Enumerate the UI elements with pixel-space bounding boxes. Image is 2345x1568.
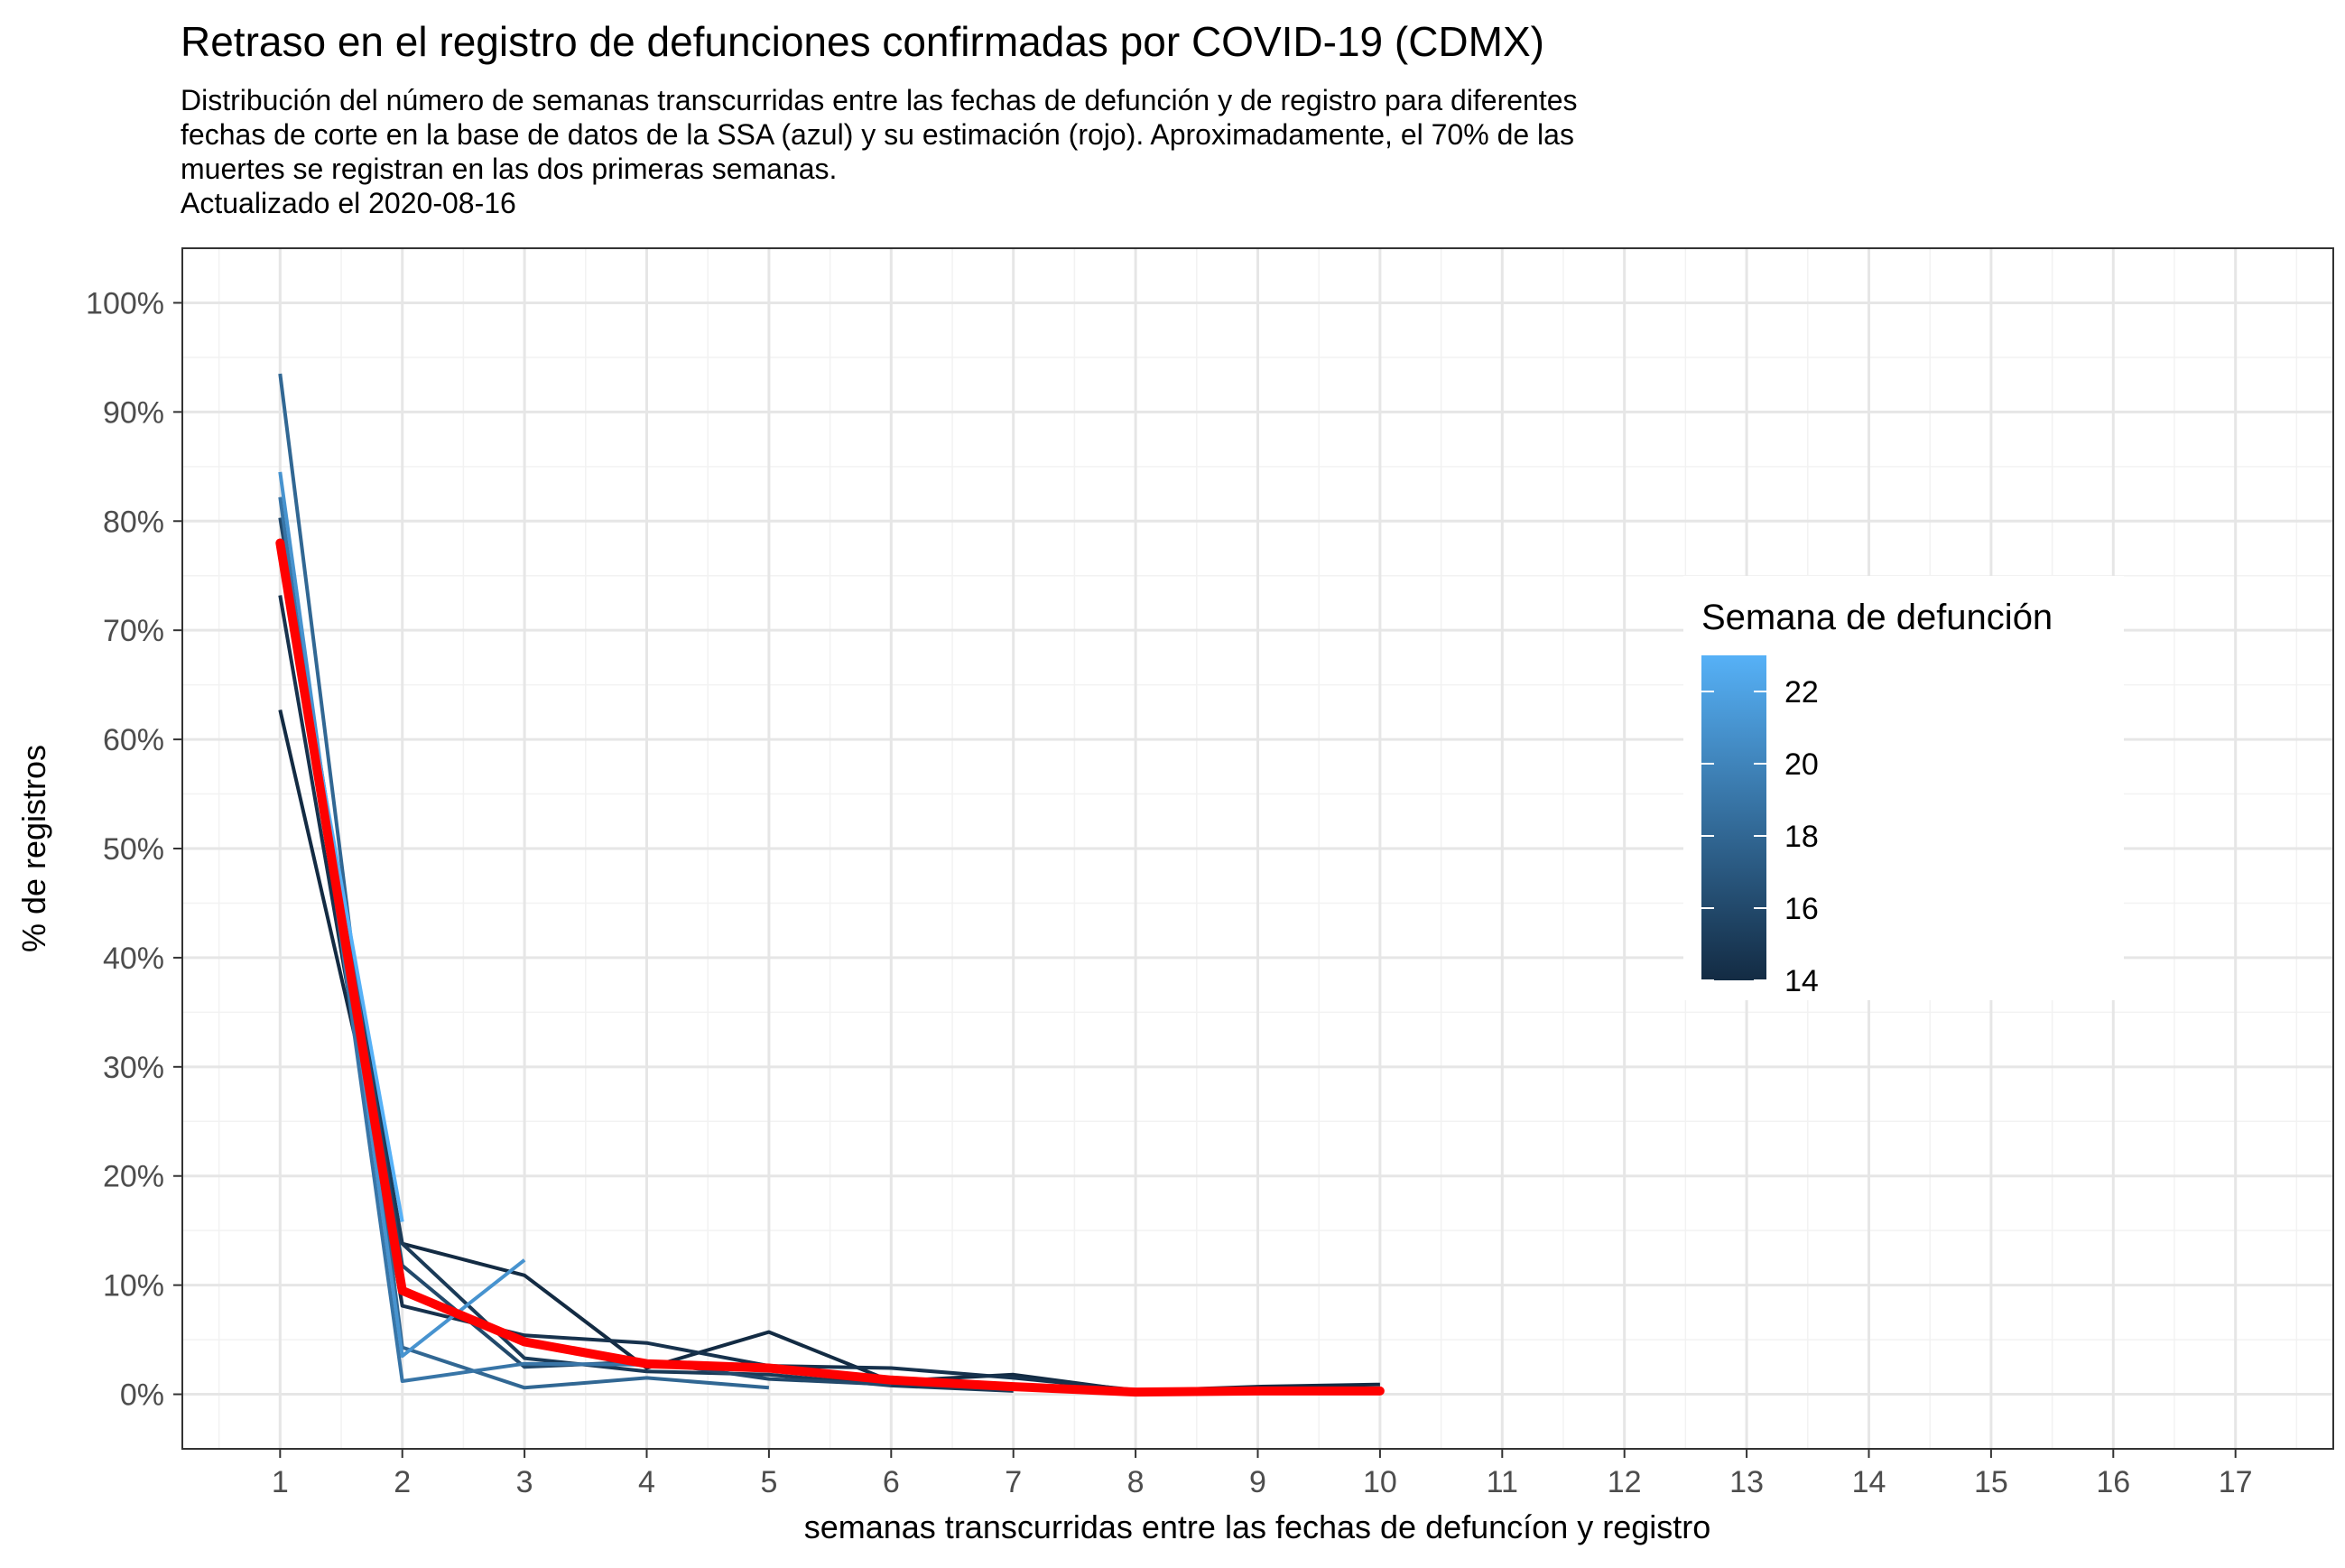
chart-subtitle-line-1: Distribución del número de semanas trans… — [181, 84, 1578, 116]
x-tick-label: 12 — [1608, 1465, 1642, 1499]
y-axis-title: % de registros — [15, 745, 52, 952]
chart-subtitle-line-3: muertes se registran en las dos primeras… — [181, 153, 837, 185]
x-tick-label: 3 — [516, 1465, 533, 1499]
x-tick-label: 4 — [638, 1465, 655, 1499]
x-axis-title: semanas transcurridas entre las fechas d… — [804, 1508, 1711, 1545]
chart-subtitle-line-4: Actualizado el 2020-08-16 — [181, 187, 516, 219]
x-tick-label: 11 — [1487, 1465, 1518, 1499]
x-tick-label: 16 — [2096, 1465, 2130, 1499]
y-tick-label: 50% — [103, 832, 164, 867]
y-tick-label: 80% — [103, 505, 164, 539]
legend-ticks: 14 16 18 20 22 — [1701, 675, 1819, 998]
series-line-week-15 — [278, 539, 1014, 1393]
y-tick-label: 90% — [103, 395, 164, 430]
series-layer — [275, 373, 1385, 1397]
y-tick-label: 30% — [103, 1051, 164, 1085]
x-tick-label: 14 — [1852, 1465, 1886, 1499]
y-tick-label: 60% — [103, 723, 164, 757]
legend-title: Semana de defunción — [1701, 598, 2053, 637]
y-tick-label: 70% — [103, 614, 164, 648]
chart-subtitle-line-2: fechas de corte en la base de datos de l… — [181, 118, 1574, 151]
y-tick-label: 0% — [120, 1378, 164, 1413]
x-tick-label: 9 — [1249, 1465, 1266, 1499]
x-tick-label: 6 — [883, 1465, 900, 1499]
legend-label: 20 — [1784, 747, 1819, 782]
x-tick-label: 17 — [2219, 1465, 2253, 1499]
chart-title: Retraso en el registro de defunciones co… — [181, 18, 1544, 65]
axis-layer: 1 2 3 4 5 6 7 8 9 10 11 12 13 14 15 16 170%10%20%30%40%5… — [86, 286, 2253, 1499]
x-tick-label: 10 — [1363, 1465, 1397, 1499]
x-tick-label: 2 — [394, 1465, 411, 1499]
estimate-line — [275, 538, 1385, 1397]
y-tick-label: 20% — [103, 1160, 164, 1194]
x-tick-label: 1 — [272, 1465, 289, 1499]
legend: Semana de defunción 14 16 18 20 22 — [1683, 576, 2124, 1000]
x-tick-label: 13 — [1729, 1465, 1764, 1499]
legend-label: 18 — [1784, 820, 1819, 854]
y-tick-label: 40% — [103, 942, 164, 976]
x-tick-label: 7 — [1005, 1465, 1022, 1499]
legend-label: 22 — [1784, 675, 1819, 710]
x-tick-label: 5 — [760, 1465, 777, 1499]
x-tick-label: 15 — [1974, 1465, 2008, 1499]
y-tick-label: 10% — [103, 1269, 164, 1304]
y-tick-label: 100% — [86, 286, 164, 320]
legend-colorbar — [1701, 655, 1766, 980]
legend-label: 16 — [1784, 892, 1819, 926]
legend-label: 14 — [1784, 964, 1819, 998]
x-tick-label: 8 — [1127, 1465, 1145, 1499]
